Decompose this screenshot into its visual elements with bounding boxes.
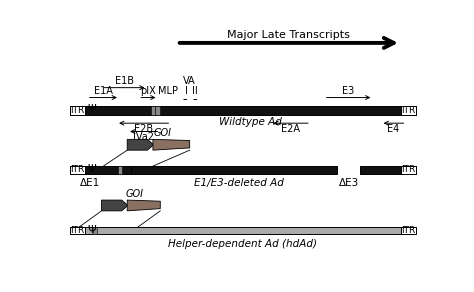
Text: ITR: ITR bbox=[401, 166, 415, 174]
Polygon shape bbox=[101, 200, 128, 211]
Text: ITR: ITR bbox=[71, 106, 85, 115]
Text: II: II bbox=[191, 86, 197, 96]
Text: E1/E3-deleted Ad: E1/E3-deleted Ad bbox=[194, 178, 284, 188]
Text: I: I bbox=[184, 86, 187, 96]
Text: ΔE3: ΔE3 bbox=[339, 178, 360, 188]
Bar bbox=[70, 106, 85, 115]
Text: Helper-dependent Ad (hdAd): Helper-dependent Ad (hdAd) bbox=[168, 239, 318, 249]
Text: IVa2: IVa2 bbox=[133, 132, 154, 142]
Text: E1B: E1B bbox=[115, 76, 134, 86]
Bar bbox=[118, 166, 122, 174]
Bar bbox=[131, 166, 337, 174]
Text: E2B: E2B bbox=[134, 124, 153, 134]
Text: ITR: ITR bbox=[71, 226, 85, 235]
Text: Ψ: Ψ bbox=[87, 225, 96, 234]
Text: ITR: ITR bbox=[71, 166, 85, 174]
Bar bbox=[70, 227, 85, 234]
Text: Ψ: Ψ bbox=[87, 164, 96, 174]
Text: E2A: E2A bbox=[281, 124, 300, 134]
Text: ITR: ITR bbox=[401, 106, 415, 115]
Text: MLP: MLP bbox=[158, 86, 178, 96]
Bar bbox=[360, 166, 416, 174]
Text: VA: VA bbox=[183, 76, 196, 86]
Bar bbox=[70, 106, 416, 115]
Text: pIX: pIX bbox=[140, 86, 156, 96]
Bar bbox=[401, 166, 416, 174]
Bar bbox=[70, 166, 85, 174]
Bar bbox=[155, 106, 160, 115]
Text: E3: E3 bbox=[342, 86, 355, 96]
Text: Ψ: Ψ bbox=[87, 104, 96, 114]
Bar bbox=[70, 166, 131, 174]
Text: E4: E4 bbox=[387, 124, 400, 134]
Text: ΔE1: ΔE1 bbox=[81, 178, 100, 188]
Bar bbox=[70, 227, 416, 234]
Text: GOI: GOI bbox=[126, 189, 144, 199]
Text: Major Late Transcripts: Major Late Transcripts bbox=[228, 30, 350, 40]
Text: E1A: E1A bbox=[94, 86, 113, 96]
Polygon shape bbox=[127, 139, 154, 150]
Bar bbox=[93, 227, 98, 234]
Bar bbox=[401, 227, 416, 234]
Polygon shape bbox=[127, 200, 160, 211]
Text: ITR: ITR bbox=[401, 226, 415, 235]
Bar bbox=[151, 106, 155, 115]
Bar bbox=[401, 106, 416, 115]
Text: GOI: GOI bbox=[153, 128, 171, 138]
Polygon shape bbox=[153, 139, 190, 150]
Text: Wildtype Ad: Wildtype Ad bbox=[219, 117, 282, 127]
